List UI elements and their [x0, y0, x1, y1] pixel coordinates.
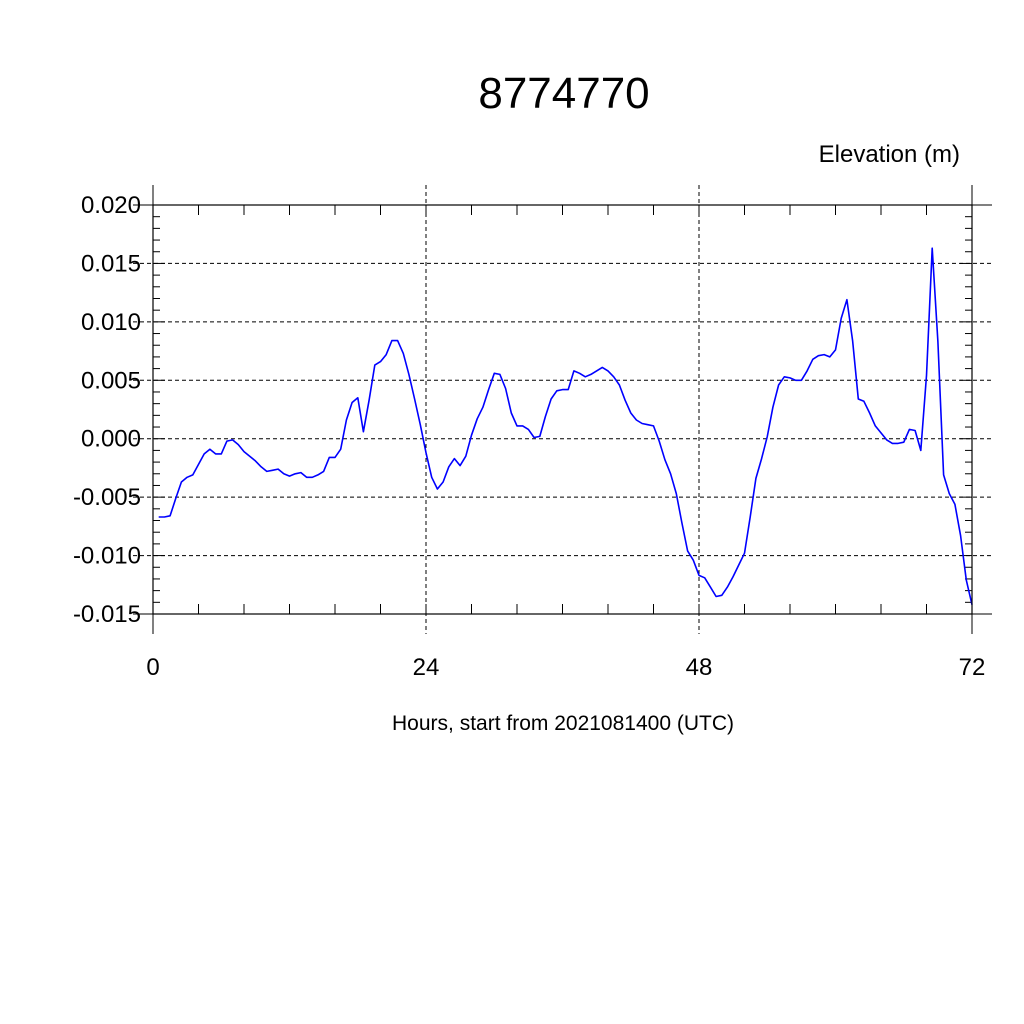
- x-axis-label: Hours, start from 2021081400 (UTC): [392, 712, 734, 735]
- chart-subtitle: Elevation (m): [819, 141, 960, 168]
- tick-labels: -0.015 -0.010 -0.005 0.000 0.005 0.010 0.015 0.…: [73, 192, 985, 681]
- y-tick-label: 0.020: [81, 192, 141, 219]
- y-tick-label: -0.005: [73, 484, 141, 511]
- plot-frame: [152, 204, 973, 615]
- series-line: [158, 247, 973, 605]
- y-tick-label: 0.005: [81, 367, 141, 394]
- x-tick-label: 48: [686, 654, 713, 681]
- y-tick-label: 0.000: [81, 426, 141, 453]
- y-tick-label: 0.015: [81, 250, 141, 277]
- series-layer: [158, 247, 973, 605]
- y-tick-label: -0.010: [73, 543, 141, 570]
- x-tick-label: 24: [413, 654, 440, 681]
- chart-title: 8774770: [478, 69, 649, 118]
- y-tick-label: 0.010: [81, 309, 141, 336]
- y-tick-label: -0.015: [73, 601, 141, 628]
- x-tick-label: 72: [959, 654, 986, 681]
- x-tick-label: 0: [146, 654, 159, 681]
